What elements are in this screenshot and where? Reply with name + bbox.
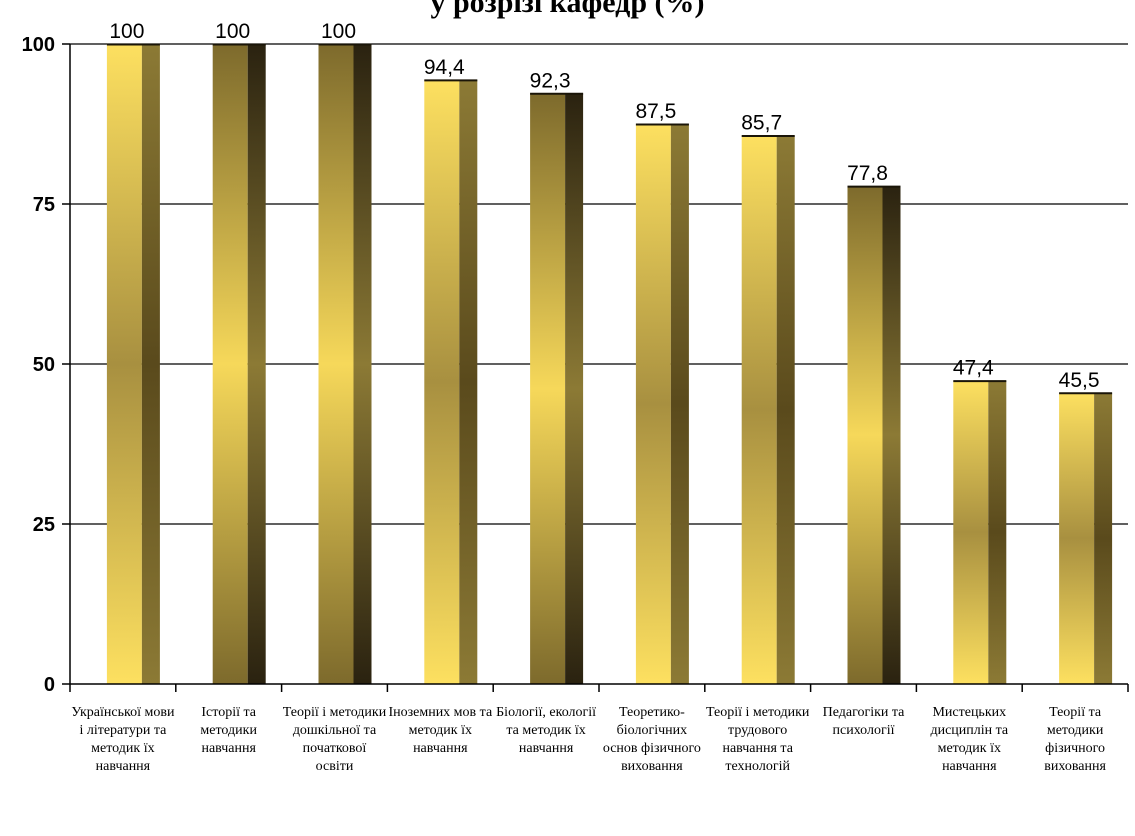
chart-title: у розрізі кафедр (%) (430, 0, 705, 19)
x-category-label: Біології, екології та методик їх навчанн… (496, 705, 597, 756)
data-label: 85,7 (741, 112, 782, 135)
x-category-label: Мистецьких дисциплін та методик їх навча… (930, 705, 1009, 774)
x-category-label: Історії та методики навчання (200, 705, 257, 756)
bar (106, 43, 160, 684)
bar (953, 380, 1007, 684)
x-category-label: Теорії і методики трудового навчання та … (705, 705, 810, 774)
data-label: 77,8 (847, 162, 888, 185)
bar (424, 79, 478, 685)
axes (62, 43, 1129, 692)
data-label: 100 (109, 20, 144, 43)
data-label: 100 (215, 20, 250, 43)
x-category-label: Іноземних мов та методик їх навчання (388, 705, 493, 756)
bar (1059, 392, 1113, 684)
bars (106, 43, 1113, 685)
bar (635, 123, 689, 684)
x-category-label: Теоретико-біологічних основ фізичного ви… (602, 705, 701, 774)
labels: 0 25 50 75 100 100 100 100 94,4 92,3 87,5 85,7 77,8 4… (22, 20, 1100, 696)
data-label: 47,4 (953, 357, 994, 380)
data-label: 87,5 (635, 100, 676, 123)
data-label: 94,4 (424, 56, 465, 79)
y-tick-label: 100 (22, 34, 55, 56)
bar (741, 135, 795, 684)
bar (318, 43, 372, 684)
y-tick-label: 50 (33, 354, 55, 376)
bar (847, 185, 901, 684)
data-label: 100 (321, 20, 356, 43)
x-category-label: Педагогіки та психології (822, 705, 905, 738)
y-tick-label: 0 (44, 674, 55, 696)
bar (212, 43, 266, 684)
y-tick-label: 75 (33, 194, 55, 216)
x-category-label: Української мови і літератури та методик… (71, 705, 175, 774)
data-label: 45,5 (1059, 369, 1100, 392)
bar (530, 92, 584, 684)
data-label: 92,3 (530, 69, 571, 92)
y-tick-label: 25 (33, 514, 55, 536)
x-category-label: Теорії і методики дошкільної та початков… (282, 705, 387, 774)
x-category-label: Теорії та методики фізичного виховання (1044, 705, 1106, 774)
